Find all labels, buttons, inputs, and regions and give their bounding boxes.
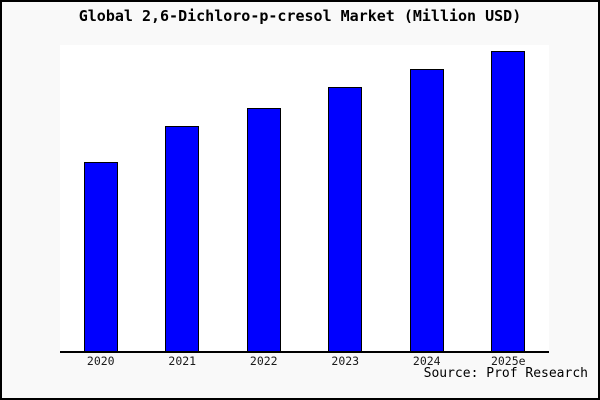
bar-2023 xyxy=(328,87,363,351)
x-tick-label-2022: 2022 xyxy=(249,354,278,368)
chart-title: Global 2,6-Dichloro-p-cresol Market (Mil… xyxy=(78,7,522,25)
x-tick-label-2023: 2023 xyxy=(331,354,360,368)
bar-2020 xyxy=(83,162,118,351)
x-tick-label-2021: 2021 xyxy=(168,354,197,368)
bar-2021 xyxy=(165,126,200,351)
bar-2024 xyxy=(409,69,444,351)
bar-2022 xyxy=(246,108,281,351)
source-label: Source: Prof Research xyxy=(423,366,588,381)
bar-2025e xyxy=(491,51,526,351)
plot-area: 2020 2021 2022 2023 2024 2025e xyxy=(60,45,549,368)
x-tick-label-2020: 2020 xyxy=(86,354,115,368)
x-tick-label-2024: 2024 xyxy=(412,354,441,368)
x-tick-label-2025e: 2025e xyxy=(490,354,526,368)
